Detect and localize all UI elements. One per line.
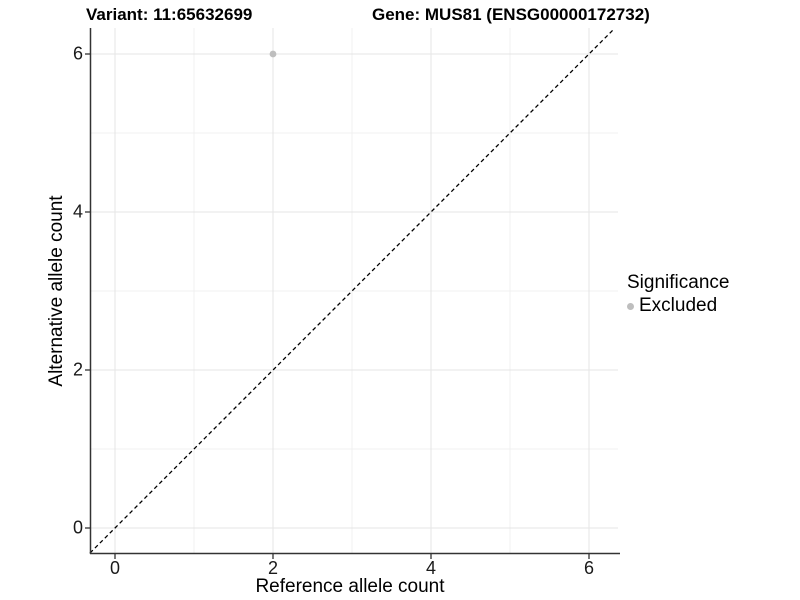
- x-axis-title: Reference allele count: [255, 576, 445, 597]
- y-axis-title: Alternative allele count: [46, 195, 67, 387]
- gene-title: Gene: MUS81 (ENSG00000172732): [372, 5, 650, 24]
- y-tick-label-0: 0: [72, 517, 83, 538]
- x-tick-label-4: 4: [425, 558, 437, 578]
- minor-gridlines: [90, 28, 618, 553]
- x-tick-label-2: 2: [267, 558, 279, 578]
- x-axis-tick-marks: [114, 554, 590, 559]
- y-axis-tick-marks: [85, 53, 90, 529]
- legend: Significance Excluded: [627, 272, 729, 317]
- variant-title: Variant: 11:65632699: [86, 5, 253, 24]
- legend-title: Significance: [627, 272, 730, 293]
- data-point-excluded: [269, 50, 277, 58]
- legend-item-label: Excluded: [639, 295, 718, 316]
- major-gridlines: [90, 28, 618, 553]
- excluded-point-icon: [627, 302, 634, 310]
- y-tick-label-2: 2: [72, 359, 83, 380]
- x-tick-label-6: 6: [583, 558, 595, 578]
- y-tick-label-4: 4: [72, 201, 83, 222]
- x-tick-label-0: 0: [109, 558, 121, 578]
- legend-item-excluded: Excluded: [627, 295, 729, 317]
- y-tick-label-6: 6: [72, 43, 83, 64]
- identity-reference-line: [89, 28, 615, 554]
